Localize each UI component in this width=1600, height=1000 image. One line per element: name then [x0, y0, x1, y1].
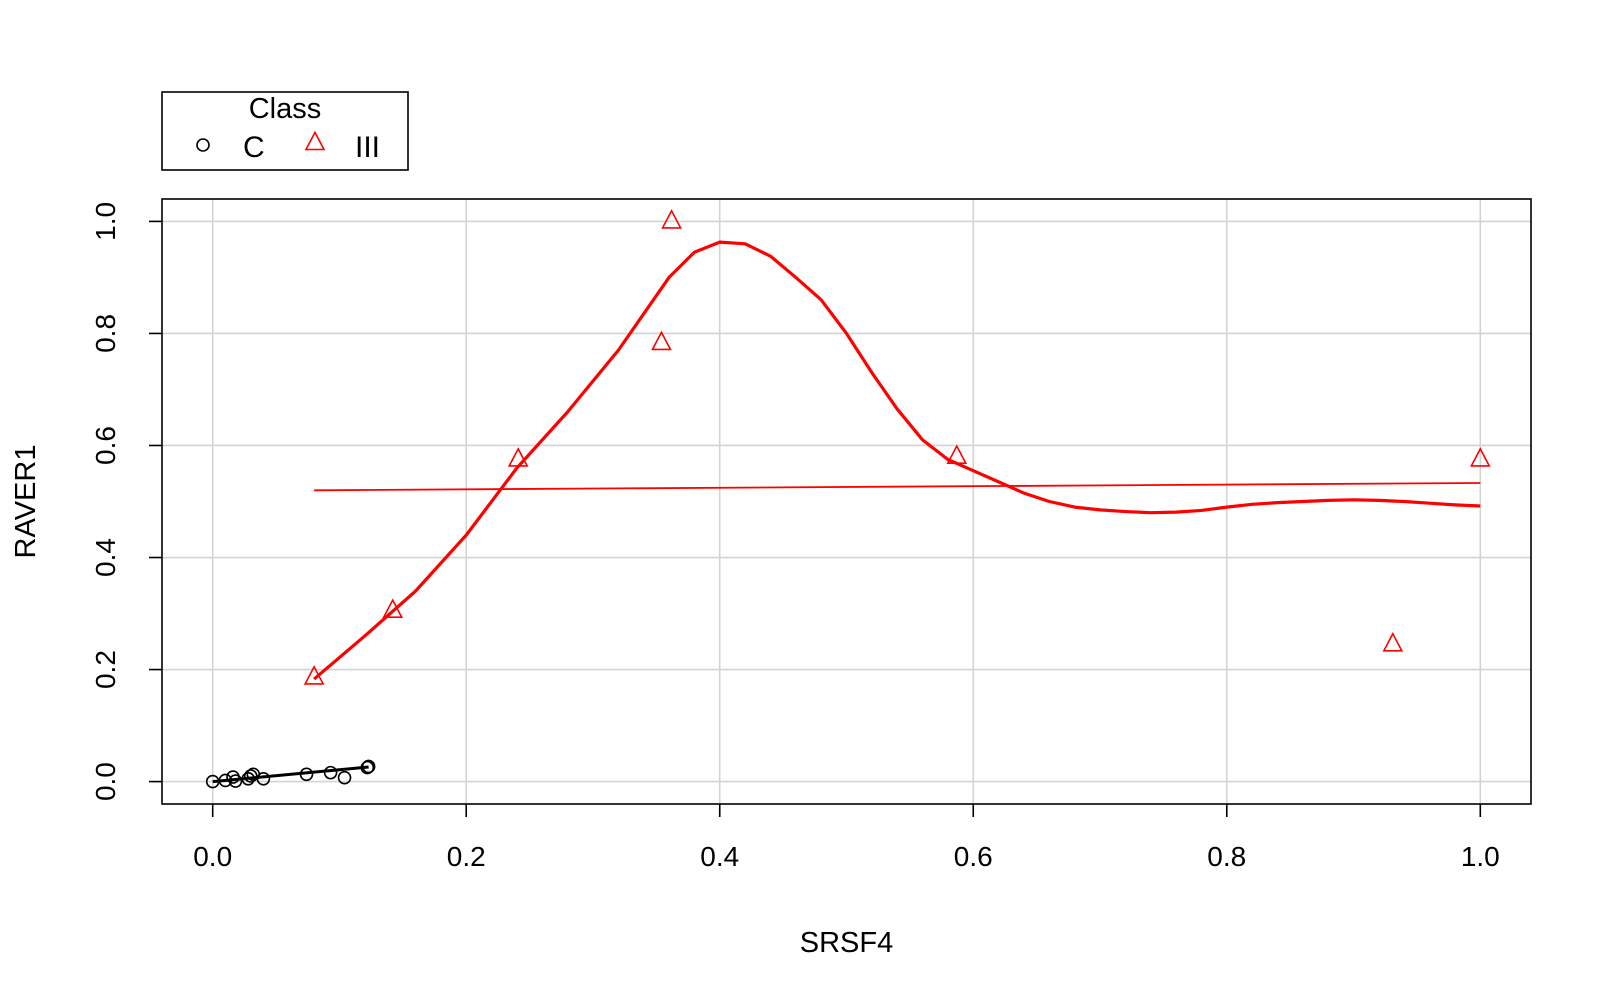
data-points: [205, 209, 1491, 789]
y-tick-label: 0.4: [90, 538, 121, 577]
y-tick-label: 0.0: [90, 762, 121, 801]
data-point-c: [337, 770, 352, 785]
x-tick-label: 0.2: [447, 841, 486, 872]
data-point-iii: [1469, 447, 1491, 467]
data-point-c: [243, 769, 258, 783]
smooth-curve-iii: [313, 240, 1481, 681]
trend-line-iii: [314, 482, 1481, 492]
data-point-c: [323, 765, 338, 780]
axes-ticks: 0.0 0.2 0.4 0.6 0.8 1.0 0.0 0.2 0.4 0.6 0.8 1.0: [90, 202, 1500, 872]
y-tick-label: 0.6: [90, 426, 121, 465]
x-axis-label: SRSF4: [800, 927, 893, 959]
data-point-c: [361, 759, 376, 774]
data-point-c: [228, 774, 243, 788]
data-point-iii: [661, 209, 682, 229]
legend-box: [161, 91, 409, 171]
x-tick-label: 1.0: [1461, 841, 1500, 872]
legend-label-iii: III: [355, 131, 380, 164]
data-point-iii: [946, 444, 968, 464]
x-tick-label: 0.0: [193, 841, 232, 872]
data-point-iii: [382, 598, 404, 619]
data-point-iii: [1382, 632, 1404, 652]
x-tick-label: 0.4: [700, 841, 739, 872]
legend-marker-iii-triangle: [304, 130, 326, 151]
y-tick-label: 0.2: [90, 650, 121, 689]
data-point-iii: [651, 330, 672, 351]
y-axis-label: RAVER1: [10, 445, 42, 559]
x-tick-label: 0.8: [1207, 841, 1246, 872]
legend: Class C III: [161, 91, 409, 171]
plot-frame: [161, 198, 1532, 805]
legend-label-c: C: [243, 131, 265, 164]
data-point-iii: [303, 665, 325, 685]
fitted-lines: [212, 240, 1481, 784]
y-tick-label: 1.0: [90, 202, 121, 241]
data-point-c: [256, 771, 271, 786]
x-tick-label: 0.6: [954, 841, 993, 872]
legend-title: Class: [249, 93, 322, 125]
data-point-c: [299, 767, 314, 782]
y-tick-label: 0.8: [90, 314, 121, 353]
legend-marker-c-circle: [196, 138, 210, 152]
data-point-c: [218, 773, 233, 788]
data-point-c: [360, 760, 375, 775]
grid: [162, 199, 1531, 804]
data-point-iii: [507, 447, 529, 467]
